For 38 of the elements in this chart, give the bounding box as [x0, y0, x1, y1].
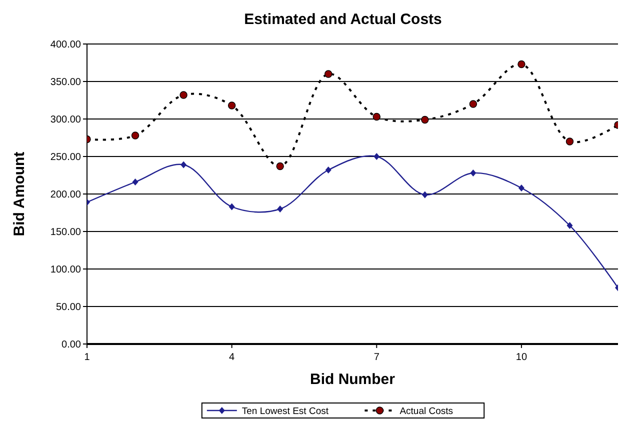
legend-label: Ten Lowest Est Cost	[242, 406, 329, 417]
y-tick-label: 0.00	[62, 340, 82, 350]
point	[470, 170, 476, 176]
point	[277, 206, 284, 212]
point	[228, 203, 235, 210]
y-tick-label: 100.00	[50, 264, 82, 276]
point	[180, 91, 188, 99]
y-tick-label: 300.00	[50, 114, 82, 126]
point	[325, 166, 332, 174]
point	[131, 132, 140, 140]
x-tick-label: 10	[516, 352, 528, 363]
point	[324, 70, 332, 78]
x-tick-label: 7	[374, 352, 380, 363]
y-tick-label: 350.00	[50, 77, 82, 88]
point	[132, 178, 138, 186]
y-tick-label: 150.00	[50, 227, 82, 238]
point	[566, 222, 573, 229]
point	[276, 162, 284, 170]
point	[372, 112, 380, 121]
chart-title: Estimated and Actual Costs	[244, 11, 442, 28]
x-tick-label: 1	[84, 352, 90, 363]
y-tick-label: 200.00	[50, 190, 82, 200]
point	[518, 60, 526, 68]
x-tick-label: 4	[229, 352, 236, 363]
y-tick-label: 250.00	[50, 152, 82, 163]
x-axis-title: Bid Number	[310, 371, 396, 388]
point	[469, 100, 478, 108]
point	[228, 102, 236, 110]
point	[180, 161, 187, 168]
y-tick-label: 50.00	[56, 302, 82, 313]
point	[566, 138, 574, 146]
point	[422, 191, 428, 198]
y-tick-label: 400.00	[50, 40, 82, 50]
legend-label: Actual Costs	[400, 406, 454, 417]
y-axis-title: Bid Amount	[11, 152, 28, 236]
point	[421, 116, 429, 124]
point	[374, 153, 380, 160]
point	[518, 184, 524, 192]
